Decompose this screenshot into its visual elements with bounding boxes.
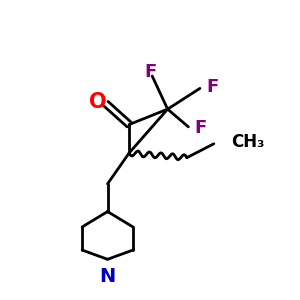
Text: F: F [145, 63, 157, 81]
Text: CH₃: CH₃ [231, 133, 264, 151]
Text: O: O [89, 92, 107, 112]
Text: F: F [195, 119, 207, 137]
Text: N: N [99, 267, 116, 286]
Text: F: F [206, 78, 218, 96]
